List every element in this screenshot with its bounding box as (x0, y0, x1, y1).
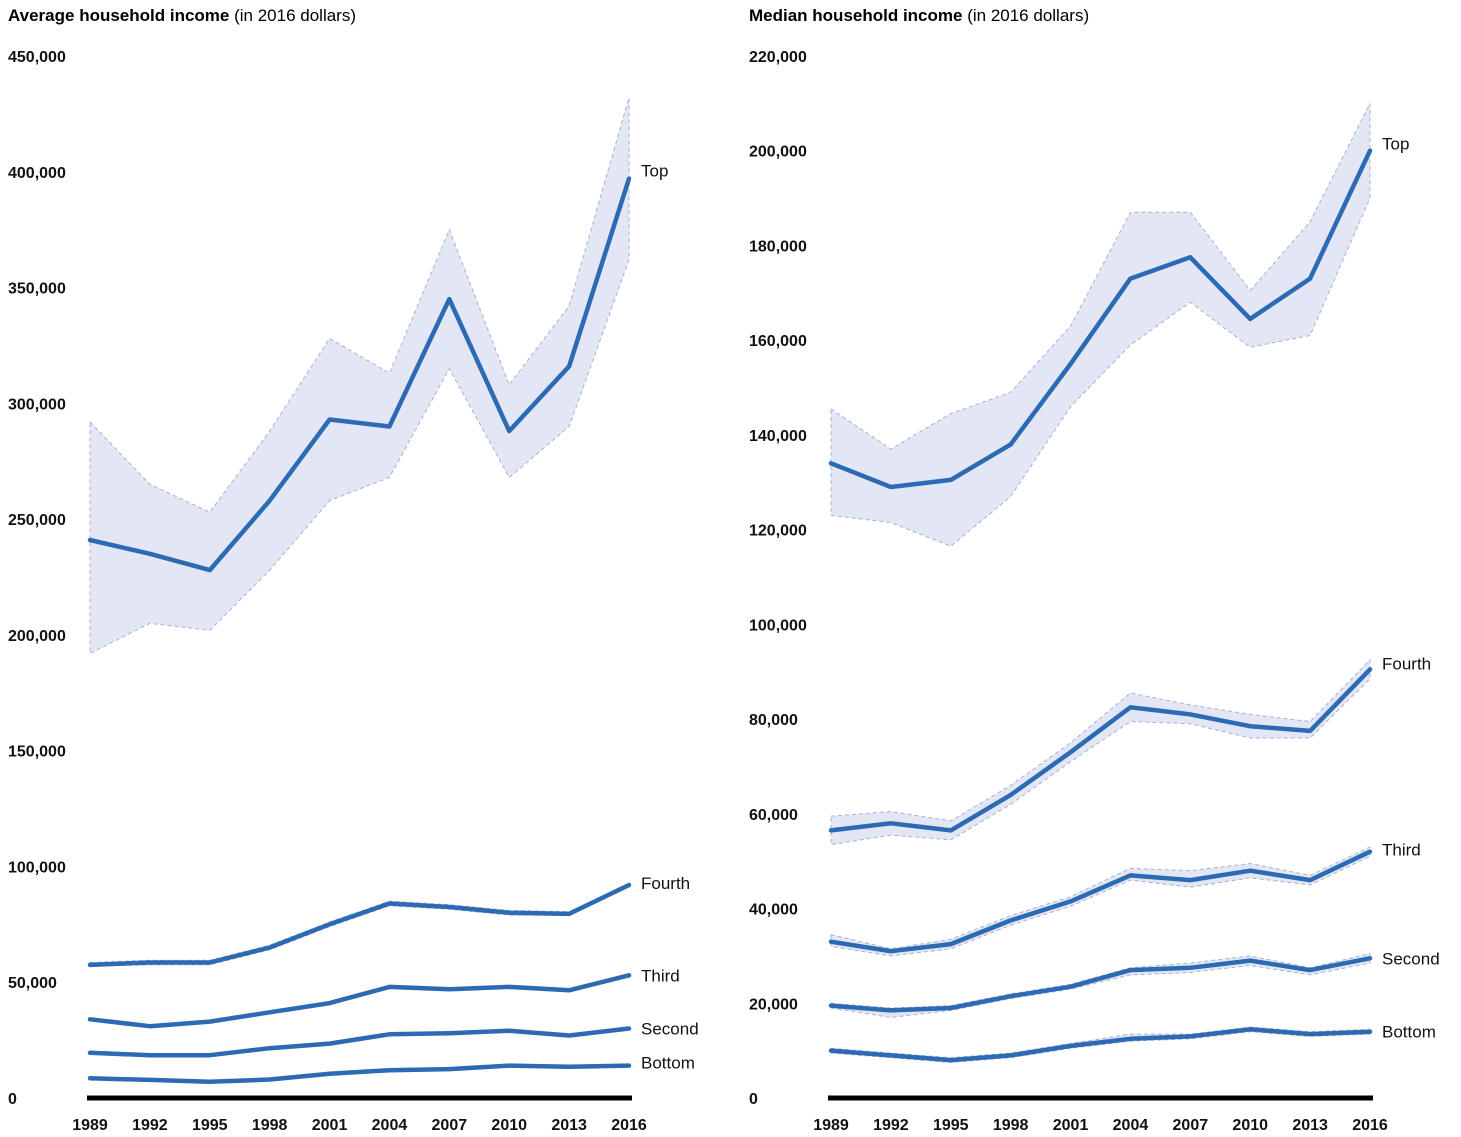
y-tick-label: 140,000 (749, 428, 807, 445)
series-line-top (87, 176, 632, 573)
series-label-fourth: Fourth (641, 874, 690, 893)
series-line-top (828, 148, 1373, 490)
x-tick-label: 2004 (1113, 1117, 1149, 1134)
x-tick-label: 1989 (813, 1117, 849, 1134)
x-tick-label: 2013 (551, 1117, 587, 1134)
x-tick-label: 1989 (72, 1117, 108, 1134)
series-label-bottom: Bottom (641, 1054, 695, 1073)
x-tick-label: 2010 (1232, 1117, 1268, 1134)
y-tick-label: 200,000 (749, 144, 807, 161)
y-tick-label: 150,000 (8, 744, 66, 761)
series-label-second: Second (1382, 949, 1440, 968)
x-tick-label: 1998 (993, 1117, 1029, 1134)
x-tick-label: 2007 (432, 1117, 468, 1134)
y-tick-label: 100,000 (749, 617, 807, 634)
series-line-bottom (828, 1027, 1373, 1063)
x-tick-label: 1995 (933, 1117, 969, 1134)
y-tick-label: 60,000 (749, 807, 798, 824)
series-label-bottom: Bottom (1382, 1023, 1436, 1042)
chart-title: Median household income (in 2016 dollars… (749, 6, 1089, 26)
series-label-fourth: Fourth (1382, 654, 1431, 673)
series-line-third (87, 973, 632, 1029)
x-tick-label: 2001 (312, 1117, 348, 1134)
series-line-third (828, 849, 1373, 954)
y-tick-label: 0 (749, 1091, 758, 1108)
confidence-band-third (89, 973, 630, 1028)
y-tick-label: 80,000 (749, 712, 798, 729)
x-tick-label: 2016 (1352, 1117, 1388, 1134)
confidence-band-fourth (830, 658, 1371, 846)
confidence-band-third (830, 846, 1371, 957)
x-tick-label: 2004 (372, 1117, 408, 1134)
y-tick-label: 50,000 (8, 975, 57, 992)
confidence-band-bottom (830, 1026, 1371, 1064)
confidence-band-top (89, 97, 630, 655)
series-label-top: Top (1382, 135, 1409, 154)
x-tick-label: 2007 (1173, 1117, 1209, 1134)
y-tick-label: 120,000 (749, 523, 807, 540)
chart-title: Average household income (in 2016 dollar… (8, 6, 356, 26)
series-line-bottom (87, 1063, 632, 1085)
y-tick-label: 250,000 (8, 512, 66, 529)
y-tick-label: 20,000 (749, 996, 798, 1013)
confidence-band-fourth (89, 883, 630, 967)
series-line-second (828, 956, 1373, 1013)
series-label-top: Top (641, 162, 668, 181)
chart-subtitle: (in 2016 dollars) (234, 6, 357, 25)
y-tick-label: 300,000 (8, 396, 66, 413)
y-tick-label: 220,000 (749, 49, 807, 66)
y-tick-label: 100,000 (8, 859, 66, 876)
chart-title-main: Average household income (8, 6, 230, 25)
series-label-second: Second (641, 1020, 699, 1039)
chart-subtitle: (in 2016 dollars) (967, 6, 1090, 25)
y-tick-label: 0 (8, 1091, 17, 1108)
x-tick-label: 2016 (611, 1117, 647, 1134)
y-tick-label: 40,000 (749, 902, 798, 919)
series-line-fourth (828, 667, 1373, 833)
series-line-fourth (87, 882, 632, 968)
x-tick-label: 2010 (491, 1117, 527, 1134)
y-tick-label: 180,000 (749, 238, 807, 255)
average-income-plot: 0 50,000 100,000 150,000 200,000 250,000 300,0… (8, 49, 699, 1134)
x-tick-label: 1992 (132, 1117, 168, 1134)
x-tick-label: 2013 (1292, 1117, 1328, 1134)
x-tick-label: 1998 (252, 1117, 288, 1134)
x-tick-label: 2001 (1053, 1117, 1089, 1134)
y-tick-label: 450,000 (8, 49, 66, 66)
series-label-third: Third (1382, 841, 1421, 860)
y-tick-label: 160,000 (749, 333, 807, 350)
x-tick-label: 1992 (873, 1117, 909, 1134)
chart-title-main: Median household income (749, 6, 963, 25)
x-tick-label: 1995 (192, 1117, 228, 1134)
y-tick-label: 350,000 (8, 281, 66, 298)
median-income-chart: Median household income (in 2016 dollars… (730, 0, 1461, 1137)
series-line-second (87, 1026, 632, 1058)
series-label-third: Third (641, 966, 680, 985)
average-income-chart: Average household income (in 2016 dollar… (0, 0, 730, 1137)
y-tick-label: 400,000 (8, 165, 66, 182)
median-income-plot: 0 20,000 40,000 60,000 80,000 100,000 120,000 1… (749, 49, 1440, 1134)
y-tick-label: 200,000 (8, 628, 66, 645)
